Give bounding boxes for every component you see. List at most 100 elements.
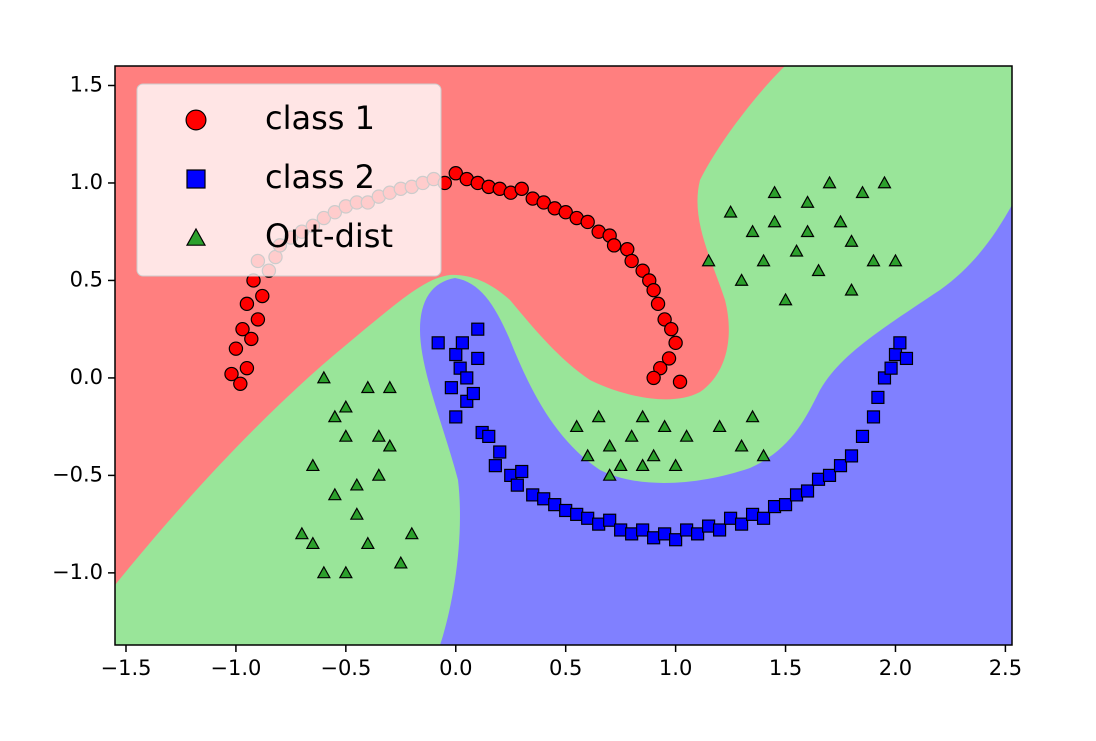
point [510, 478, 524, 492]
x-tick-label: 2.5 [989, 656, 1022, 680]
point [493, 445, 507, 459]
point [466, 386, 480, 401]
y-tick-label: 1.0 [70, 170, 103, 194]
point [316, 565, 331, 579]
point [316, 370, 331, 384]
point [844, 282, 859, 296]
point [471, 351, 485, 366]
point [537, 492, 551, 506]
y-tick-label: 0.0 [70, 365, 103, 389]
x-tick-label: −0.5 [320, 656, 371, 680]
point [833, 459, 848, 473]
point [635, 409, 650, 423]
point [602, 468, 617, 481]
point [668, 335, 683, 351]
plot-frame [114, 65, 1013, 646]
point [371, 468, 386, 481]
point [327, 487, 342, 501]
point [239, 296, 255, 312]
point [745, 409, 760, 423]
point [294, 526, 309, 540]
point [515, 464, 529, 479]
point [800, 195, 815, 208]
point [455, 336, 469, 350]
point [558, 205, 573, 220]
point [855, 185, 870, 199]
point [756, 253, 771, 267]
point [658, 527, 672, 541]
legend-label: class 1 [265, 99, 375, 137]
point [482, 429, 496, 444]
x-tick-label: −1.5 [100, 656, 151, 680]
point [756, 448, 771, 462]
point [822, 468, 837, 482]
point [526, 488, 540, 502]
point [592, 517, 606, 531]
point [767, 499, 782, 514]
point [635, 263, 650, 278]
point [591, 409, 606, 423]
legend-box [136, 83, 442, 277]
point [712, 419, 727, 433]
point [514, 181, 529, 197]
point [844, 449, 859, 463]
region-class-2 [420, 205, 1012, 645]
point [305, 458, 320, 472]
point [624, 429, 639, 442]
point [668, 458, 683, 472]
point [778, 292, 793, 306]
point [822, 175, 837, 189]
point [603, 513, 617, 527]
point [360, 380, 375, 394]
y-tick-label: −0.5 [52, 462, 103, 486]
point [233, 376, 248, 391]
point [767, 214, 782, 228]
point [871, 390, 885, 405]
legend-marker [185, 109, 207, 131]
point [431, 336, 445, 350]
point [723, 204, 738, 218]
point [581, 511, 595, 525]
legend-marker [186, 169, 206, 189]
point [811, 472, 826, 486]
point [460, 371, 474, 385]
point [734, 438, 749, 452]
point [669, 533, 683, 547]
point [653, 360, 668, 376]
point [449, 410, 463, 424]
point [224, 366, 239, 382]
point [239, 360, 255, 376]
point [647, 531, 661, 545]
point [893, 336, 907, 350]
point [646, 448, 661, 462]
axes: −1.5 −1.0 −0.5 0.0 0.5 1.0 1.5 2.0 2.5 −1.0 −0.5 0.… [52, 72, 1022, 680]
point [691, 527, 705, 541]
point [444, 381, 458, 395]
point [636, 523, 650, 537]
legend-marker [185, 227, 207, 246]
y-tick-label: 1.5 [70, 72, 103, 96]
point [745, 224, 760, 238]
point [536, 195, 551, 210]
point [448, 166, 463, 181]
point [488, 459, 502, 473]
point [349, 507, 364, 520]
x-tick-label: 1.5 [769, 656, 802, 680]
point [745, 507, 760, 521]
point [789, 243, 804, 257]
point [734, 273, 749, 286]
point [701, 253, 716, 267]
point [371, 429, 386, 442]
point [606, 238, 622, 253]
point [657, 312, 672, 327]
point [305, 536, 320, 550]
point [800, 484, 815, 498]
point [580, 214, 595, 230]
point [646, 282, 661, 298]
points [224, 166, 914, 579]
y-tick-label: 0.5 [70, 267, 103, 291]
point [250, 312, 266, 327]
point [602, 438, 617, 452]
point [844, 234, 859, 247]
